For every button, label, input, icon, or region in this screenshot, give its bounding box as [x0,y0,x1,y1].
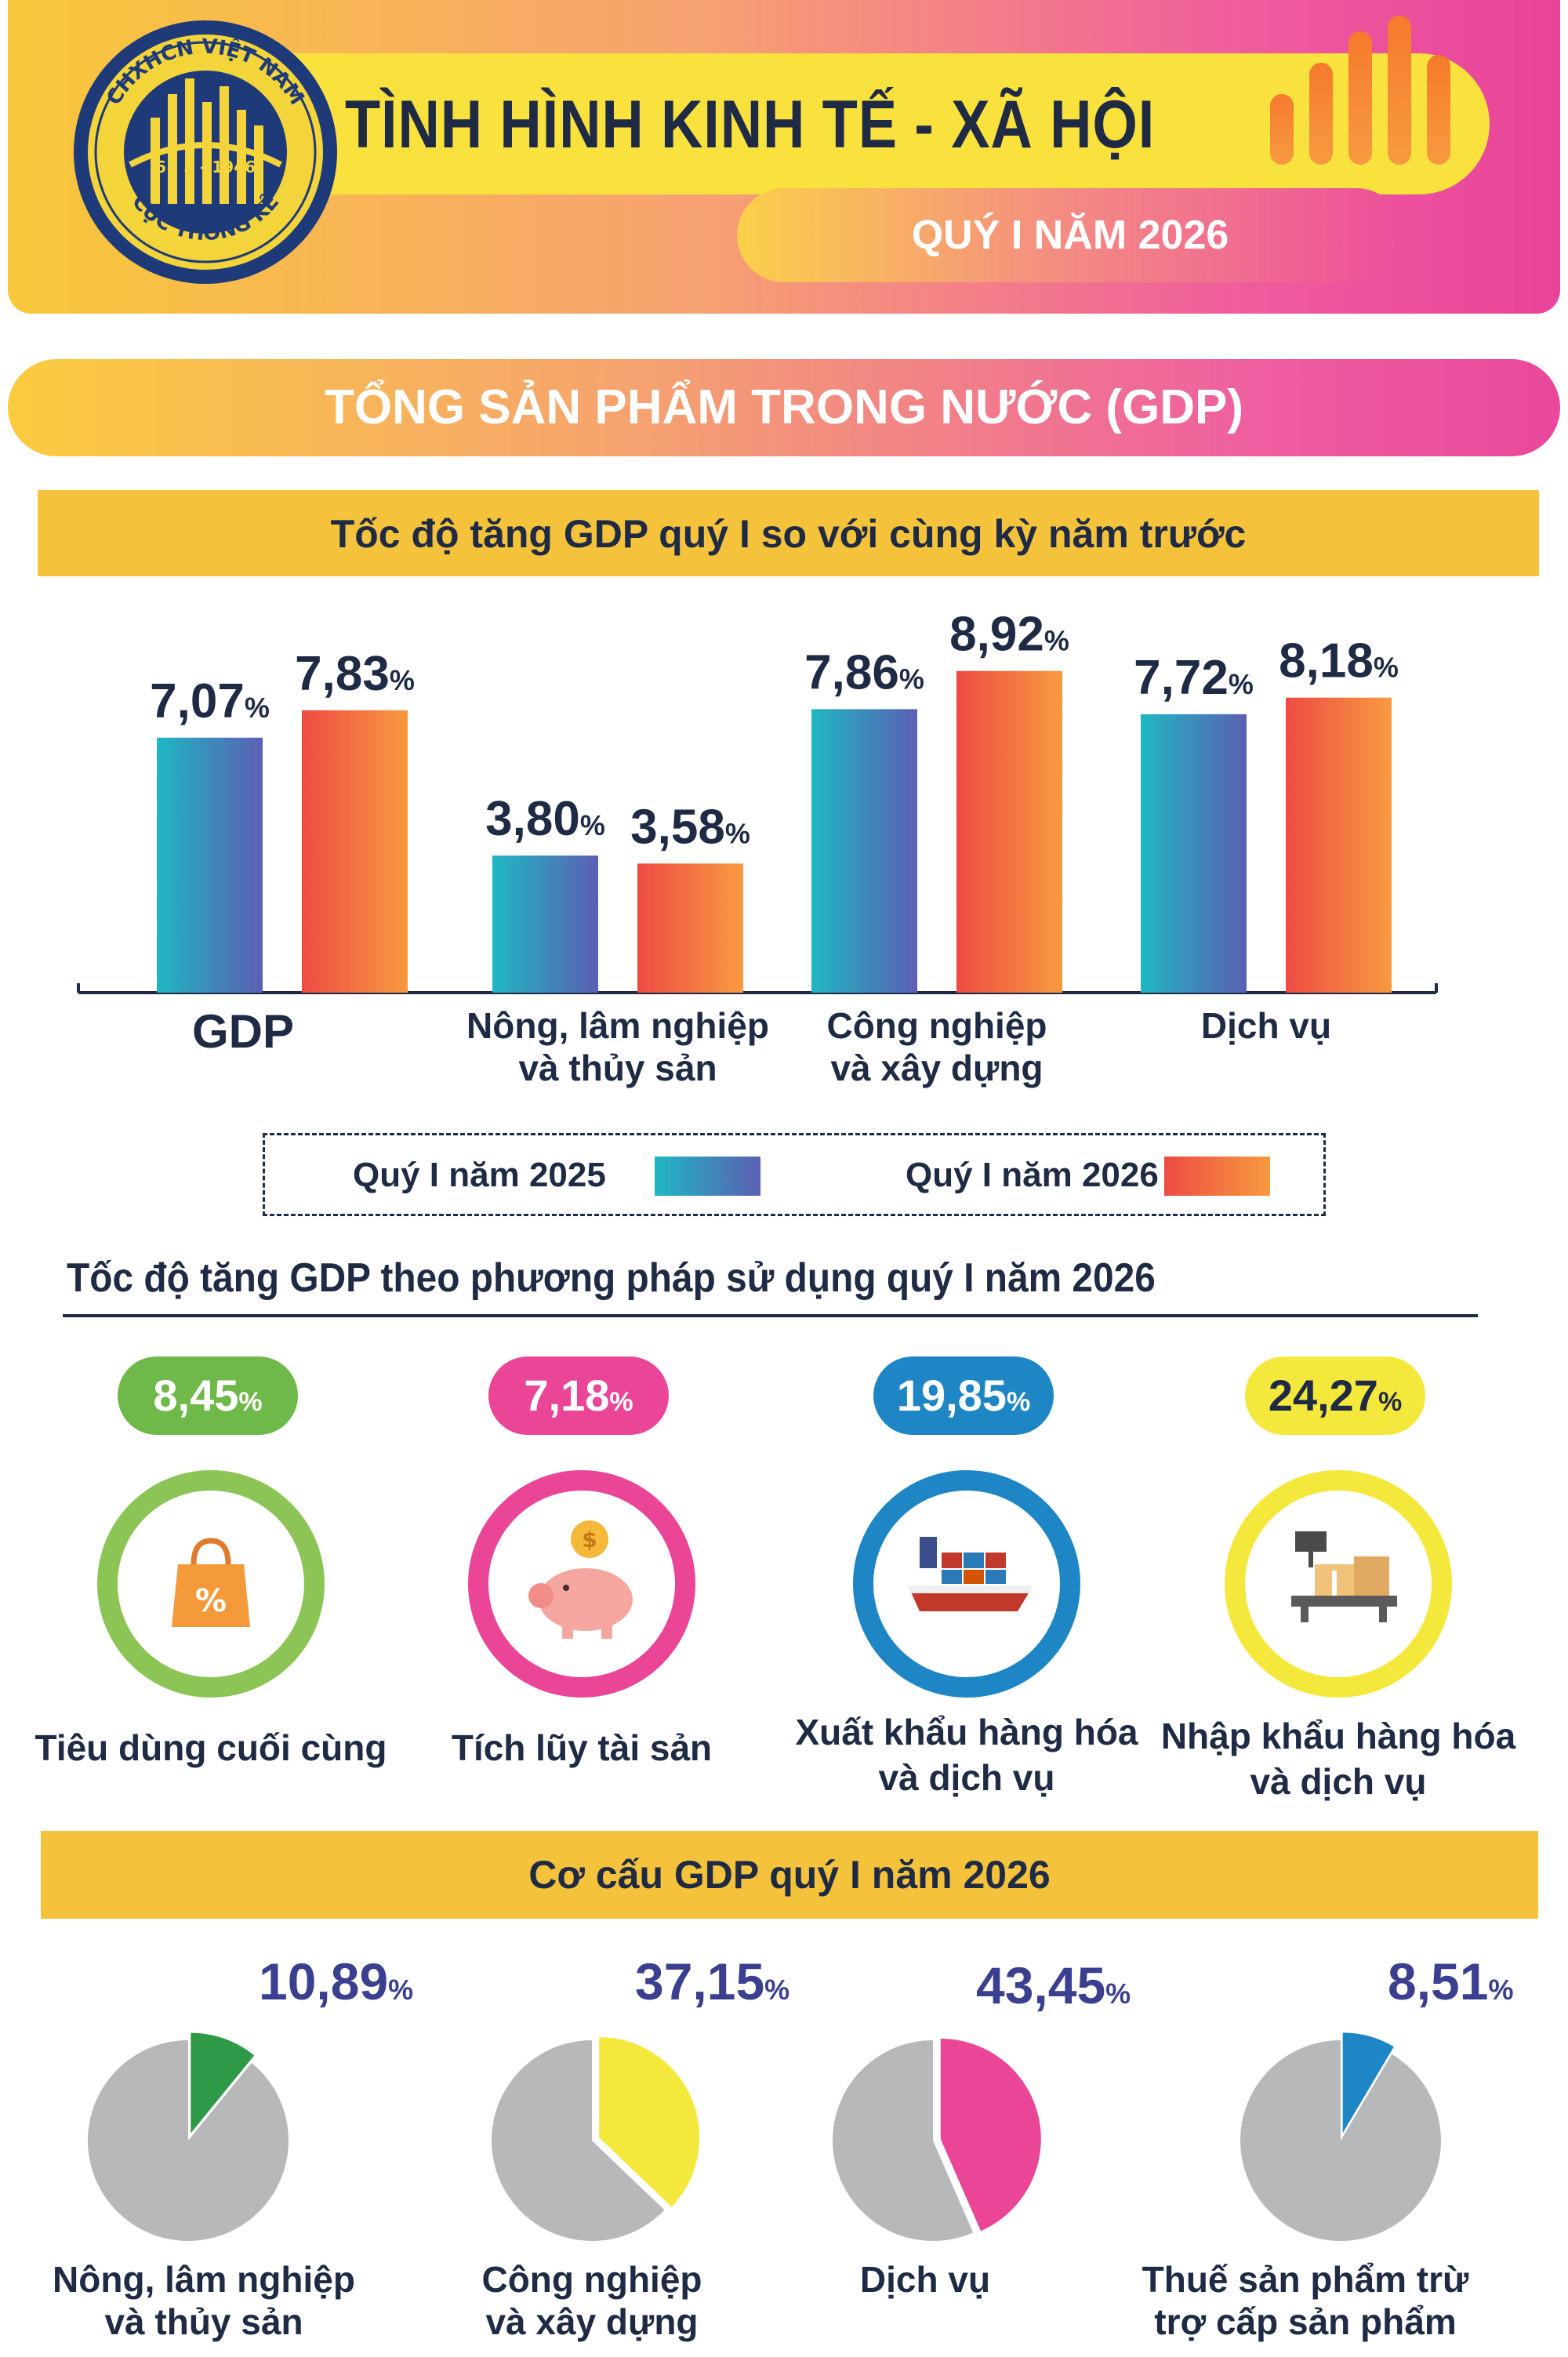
boxes-scale-icon [1291,1531,1397,1622]
pie-slice-2 [940,2038,1041,2232]
page-title: TÌNH HÌNH KINH TẾ - XÃ HỘI [345,87,1156,162]
bar-2026-2 [956,670,1062,993]
bar-2026-0 [302,710,408,993]
growth-title: Tốc độ tăng GDP quý I so với cùng kỳ năm… [330,512,1247,556]
usage-label-import: Nhập khẩu hàng hóa và dịch vụ [1150,1713,1526,1804]
pie-value-0: 10,89% [259,1952,413,2010]
usage-label-export: Xuất khẩu hàng hóa và dịch vụ [779,1709,1155,1800]
pie-value-3: 8,51% [1388,1952,1513,2010]
bar-label-2026-0: 7,83% [295,647,415,701]
bar-label-2026-1: 3,58% [630,800,750,854]
svg-text:$: $ [582,1527,597,1553]
piggy-bank-icon: $ [528,1520,633,1639]
chart-legend [263,1133,1326,1216]
bar-chart-icon [1270,16,1450,165]
bar-2025-1 [492,855,598,993]
subtitle-pill [737,188,1403,282]
usage-label-capital: Tích lũy tài sản [451,1727,713,1768]
statistics-office-logo: CHXHCN VIỆT NAM CỤC THỐNG KÊ 6 - 5 - 194… [74,20,337,284]
bar-2025-0 [157,737,263,993]
bar-label-2025-1: 3,80% [485,792,605,846]
category-label-1-line1: Nông, lâm nghiệp [466,1005,769,1046]
pie-slice-3 [1342,2032,1394,2134]
growth-title-bar [38,490,1539,576]
logo-date: 6 - 5 - 1946 [155,158,256,176]
category-label-2-line1: Công nghiệp [826,1005,1047,1046]
bar-label-2025-0: 7,07% [150,674,270,728]
bar-label-2026-3: 8,18% [1279,634,1399,688]
svg-text:%: % [195,1583,227,1619]
pie-value-1: 37,15% [635,1952,789,2010]
legend-swatch-2026 [1164,1157,1270,1196]
usage-value-capital: 7,18% [488,1356,669,1435]
page-subtitle: QUÝ I NĂM 2026 [911,212,1229,258]
pie-label-2-line1: Dịch vụ [860,2259,990,2300]
section-title-bar [8,359,1560,456]
usage-value-consumption: 8,45% [118,1356,298,1435]
pie-label-3-line1: Thuế sản phẩm trừ [1142,2259,1469,2300]
usage-label-consumption: Tiêu dùng cuối cùng [34,1727,387,1768]
pie-label-3-line2: trợ cấp sản phẩm [1154,2301,1456,2342]
pie-remainder-0 [88,2040,289,2241]
usage-label-export-line1: Xuất khẩu hàng hóa [795,1712,1138,1752]
usage-label-import-line1: Nhập khẩu hàng hóa [1160,1716,1516,1756]
pie-label-1-line2: và xây dựng [485,2301,698,2342]
pie-slice-0 [191,2032,255,2134]
bar-label-2026-2: 8,92% [949,608,1069,662]
legend-label-2026: Quý I năm 2026 [906,1156,1159,1194]
pie-value-2: 43,45% [976,1956,1131,2014]
usage-label-export-line2: và dịch vụ [878,1757,1055,1798]
pie-label-1-line1: Công nghiệp [481,2259,702,2300]
pie-label-0-line2: và thủy sản [104,2301,303,2342]
usage-title-underline [63,1314,1478,1317]
bar-2026-3 [1286,697,1392,993]
usage-label-import-line2: và dịch vụ [1250,1761,1427,1802]
legend-label-2025: Quý I năm 2025 [353,1156,606,1194]
usage-value-export: 19,85% [873,1356,1054,1435]
legend-swatch-2025 [655,1157,760,1196]
bar-label-2025-2: 7,86% [804,645,924,699]
section-title: TỔNG SẢN PHẨM TRONG NƯỚC (GDP) [324,380,1244,434]
bar-2026-1 [637,863,743,993]
pie-remainder-3 [1240,2040,1441,2241]
category-label-3-line1: Dịch vụ [1201,1005,1331,1046]
bar-2025-3 [1141,714,1247,993]
shopping-bag-icon: % [172,1538,250,1627]
bar-label-2025-3: 7,72% [1134,651,1254,705]
usage-title: Tốc độ tăng GDP theo phương pháp sử dụng… [67,1255,1156,1301]
category-label-1-line2: và thủy sản [518,1048,717,1088]
pie-remainder-1 [492,2040,665,2241]
cargo-ship-icon [908,1537,1033,1611]
pie-label-0-line1: Nông, lâm nghiệp [53,2259,355,2300]
pie-remainder-2 [833,2040,974,2241]
structure-title-bar [41,1831,1538,1919]
category-label-0: GDP [192,1005,294,1058]
structure-title: Cơ cấu GDP quý I năm 2026 [528,1853,1051,1897]
pie-slice-1 [599,2037,700,2207]
bar-2025-2 [811,709,917,993]
usage-value-import: 24,27% [1245,1356,1425,1435]
category-label-2-line2: và xây dựng [830,1048,1043,1088]
